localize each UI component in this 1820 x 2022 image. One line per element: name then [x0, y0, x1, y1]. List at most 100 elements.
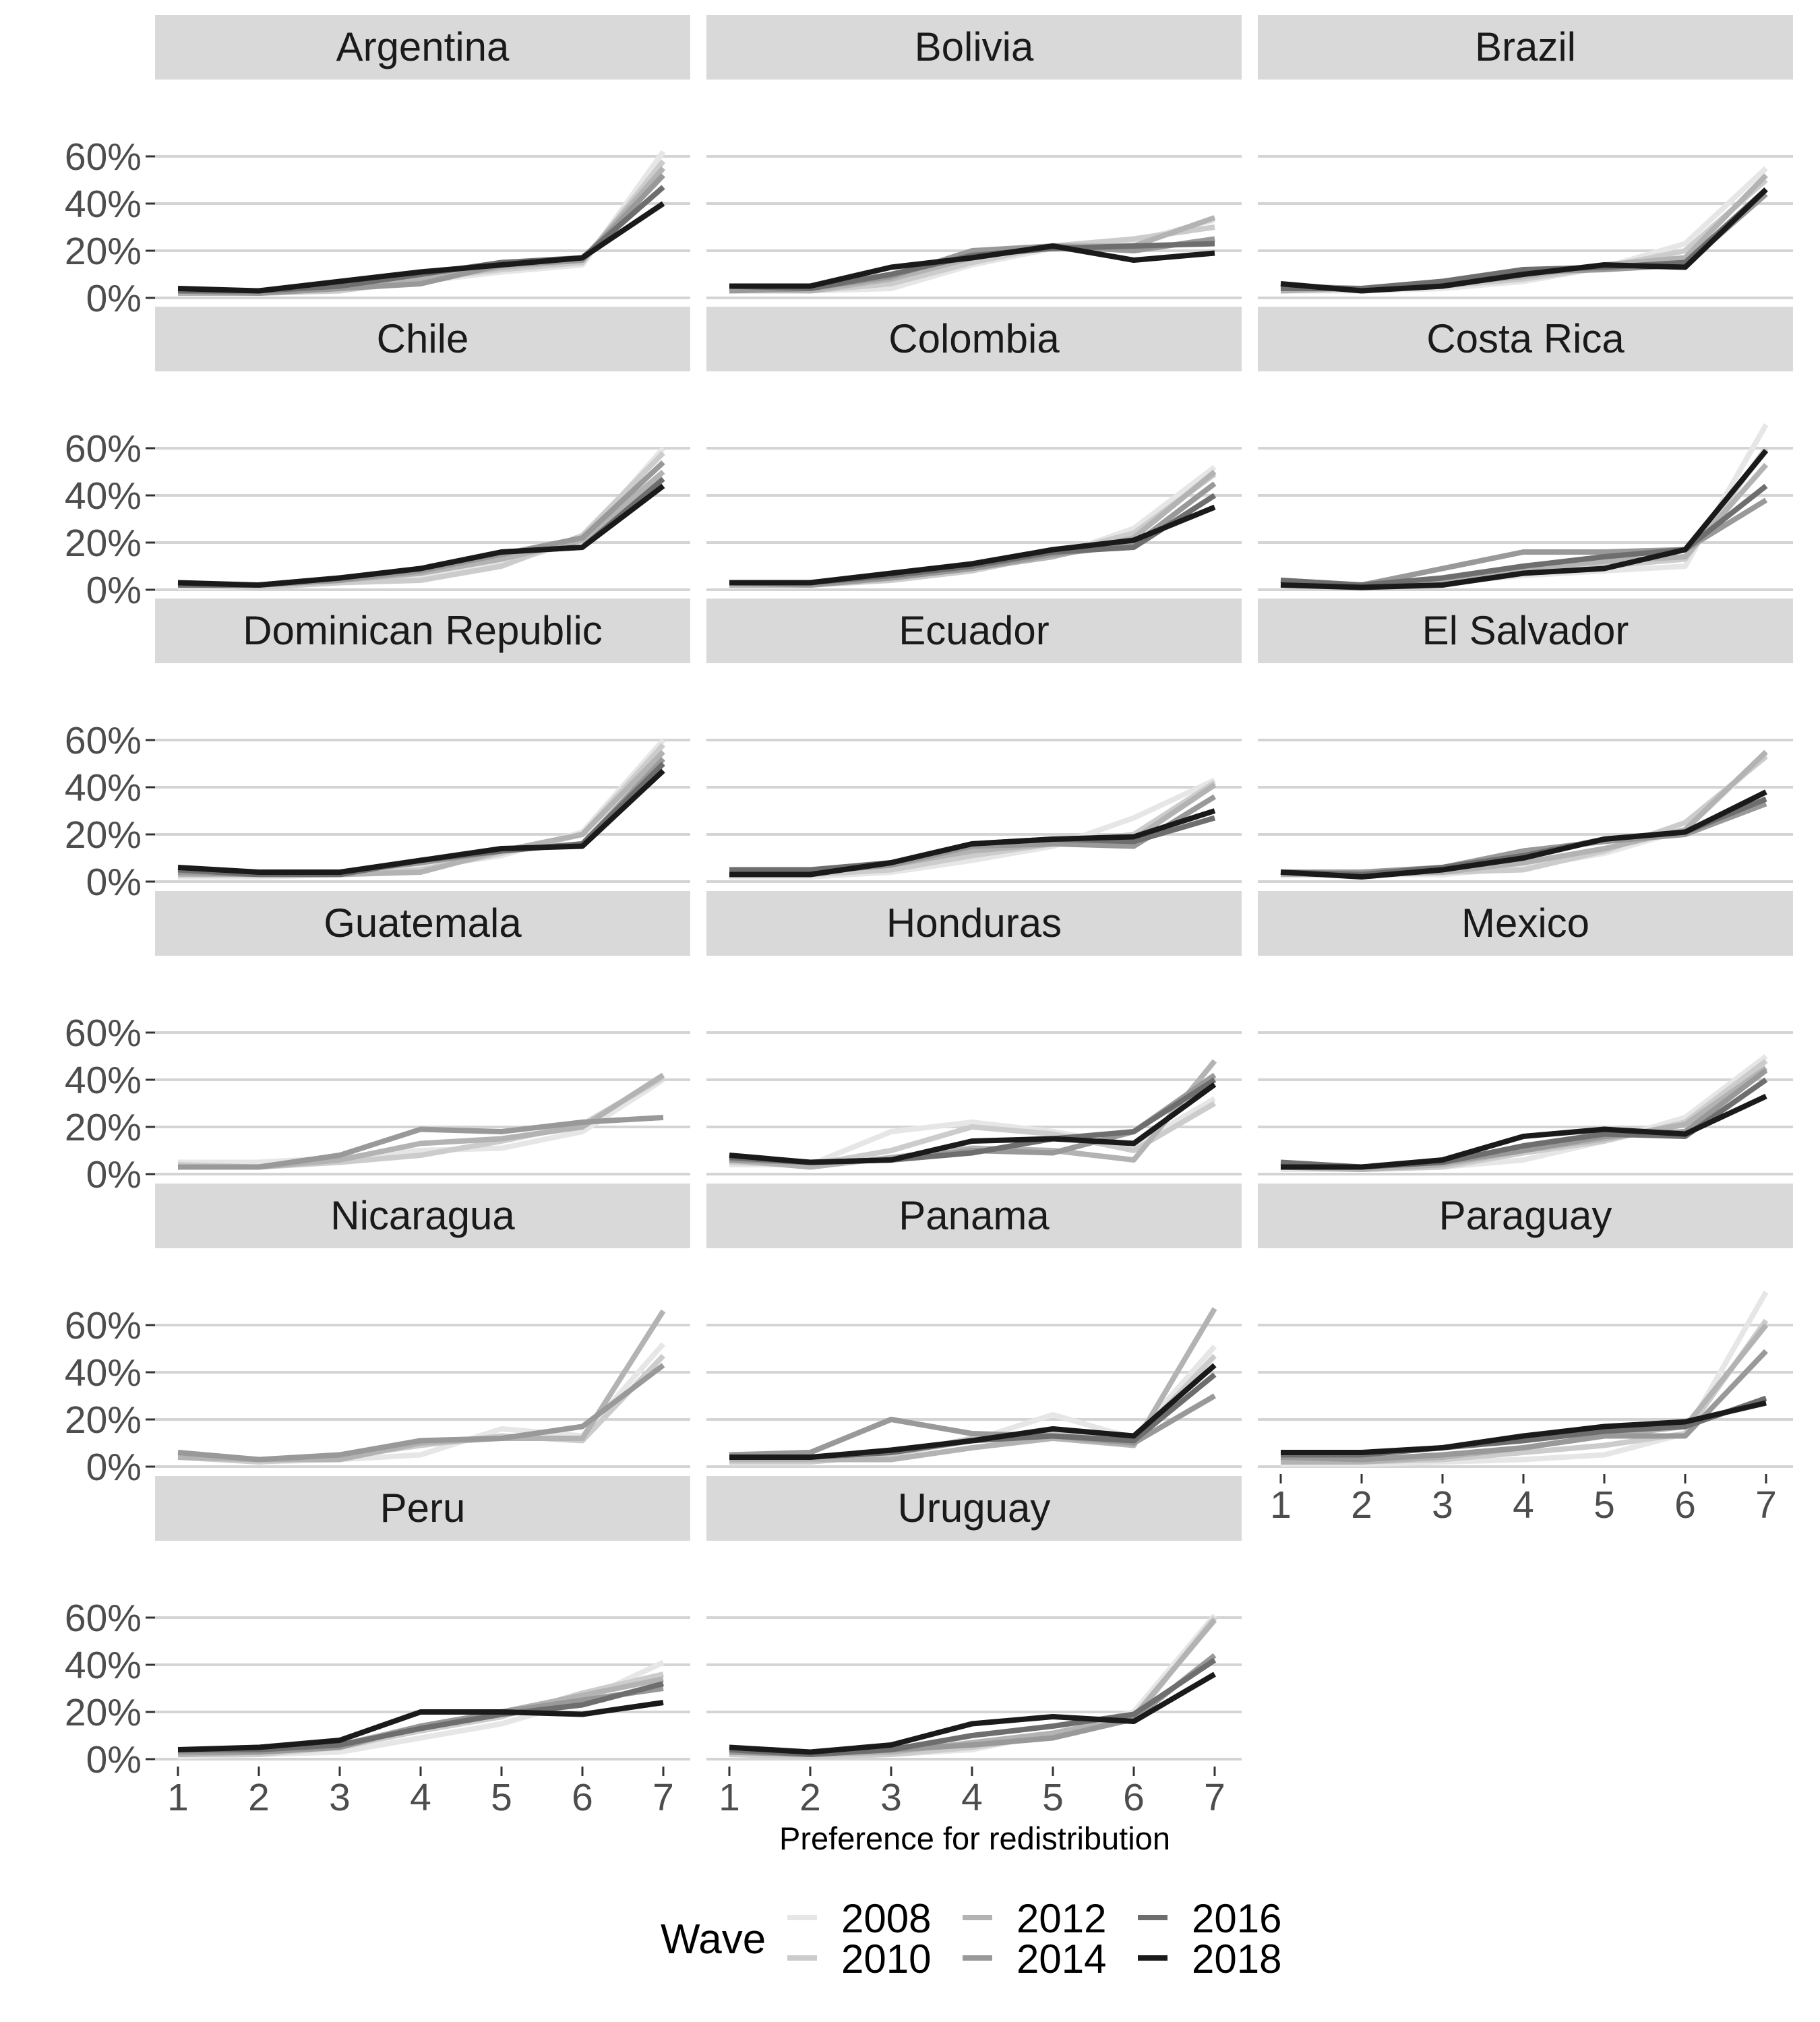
series-line-2018 — [729, 504, 1216, 586]
facet-panel: Bolivia — [706, 15, 1242, 299]
facet-panel: Honduras — [706, 891, 1242, 1175]
series-line-2018 — [729, 1363, 1217, 1460]
x-tick-label: 3 — [1432, 1483, 1453, 1527]
series-line-2018 — [177, 483, 665, 588]
series-line-2018 — [729, 808, 1216, 878]
y-tick-label: 20% — [65, 1106, 142, 1149]
x-tick-label: 4 — [1513, 1483, 1534, 1527]
y-tick-label: 40% — [65, 474, 142, 518]
facet-panel: Costa Rica — [1258, 307, 1793, 591]
y-tick-label: 40% — [65, 183, 142, 226]
facet-title: Brazil — [1475, 24, 1576, 69]
series-line-2018 — [1280, 187, 1768, 294]
y-tick-label: 40% — [65, 1644, 142, 1687]
series-line-2018 — [729, 1082, 1217, 1165]
y-tick-label: 20% — [65, 1691, 142, 1734]
x-tick-label: 7 — [1204, 1776, 1225, 1819]
series-line-2018 — [177, 768, 665, 875]
x-tick-label: 1 — [167, 1776, 189, 1819]
facet-panel: El Salvador — [1258, 599, 1793, 883]
y-tick-label: 60% — [65, 1304, 142, 1347]
x-axis-title: Preference for redistribution — [779, 1820, 1170, 1856]
series-line-2018 — [177, 201, 665, 294]
series-line-2008 — [178, 738, 666, 880]
series-line-2018 — [177, 1700, 664, 1752]
facet-panel: Panama — [706, 1184, 1242, 1468]
facet-title: Dominican Republic — [243, 608, 603, 653]
facet-title: Peru — [380, 1485, 466, 1531]
facet-panel: Chile 0%20%40%60% — [65, 307, 690, 612]
series-line-2010 — [178, 743, 665, 878]
series-line-2018 — [729, 1672, 1217, 1755]
y-tick-label: 0% — [86, 861, 142, 904]
y-tick-label: 20% — [65, 1399, 142, 1442]
x-tick-label: 6 — [572, 1776, 593, 1819]
facet-strip — [155, 15, 690, 80]
series-line-2012 — [177, 1309, 666, 1463]
facet-title: Costa Rica — [1426, 316, 1625, 361]
y-tick-label: 20% — [65, 522, 142, 565]
facet-strip — [1258, 1184, 1793, 1248]
legend-label: 2014 — [1017, 1936, 1106, 1982]
y-tick-label: 60% — [65, 719, 142, 762]
y-tick-label: 60% — [65, 135, 142, 179]
facet-strip — [706, 1476, 1242, 1541]
series-line-2018 — [1280, 789, 1767, 880]
facet-title: Paraguay — [1439, 1193, 1612, 1238]
x-tick-label: 2 — [1351, 1483, 1372, 1527]
facet-title: Uruguay — [898, 1485, 1051, 1531]
series-line-2018 — [729, 243, 1215, 289]
series-line-2018 — [1280, 448, 1769, 590]
facet-panel: Ecuador — [706, 599, 1242, 883]
facet-title: Nicaragua — [330, 1193, 515, 1238]
facet-panel: Brazil — [1258, 15, 1793, 299]
facet-strip — [706, 1184, 1242, 1248]
series-line-2016 — [729, 1372, 1217, 1460]
x-tick-label: 3 — [880, 1776, 902, 1819]
x-tick-label: 1 — [1270, 1483, 1292, 1527]
facet-panel: Colombia — [706, 307, 1242, 591]
facet-title: Guatemala — [324, 900, 522, 946]
legend-title: Wave — [661, 1916, 766, 1963]
y-tick-label: 0% — [86, 277, 142, 320]
x-tick-label: 5 — [491, 1776, 512, 1819]
y-tick-label: 20% — [65, 814, 142, 857]
x-tick-label: 3 — [329, 1776, 351, 1819]
legend-label: 2016 — [1192, 1896, 1281, 1941]
facet-title: Panama — [899, 1193, 1050, 1238]
x-tick-label: 7 — [1755, 1483, 1777, 1527]
legend-label: 2010 — [841, 1936, 931, 1982]
facet-title: Chile — [377, 316, 469, 361]
x-tick-label: 6 — [1123, 1776, 1145, 1819]
facet-strip — [1258, 599, 1793, 663]
legend-label: 2012 — [1017, 1896, 1106, 1941]
facet-panel: Dominican Republic 0%20% 40%60% — [65, 599, 690, 904]
facet-panel: Peru 0%20%40%60% 1 2 3 4 5 6 7 — [65, 1476, 690, 1819]
y-tick-label: 20% — [65, 230, 142, 273]
series-line-2014 — [178, 1115, 664, 1170]
facet-strip — [155, 307, 690, 371]
y-tick-label: 0% — [86, 1153, 142, 1196]
facet-title: Colombia — [888, 316, 1060, 361]
facet-strip — [706, 599, 1242, 663]
facet-strip — [155, 1476, 690, 1541]
series-line-2014 — [1280, 1349, 1768, 1463]
series-line-2014 — [177, 1363, 665, 1463]
series-line-2014 — [177, 757, 665, 878]
facet-panel: Uruguay 1 2 3 4 5 6 7 — [706, 1476, 1242, 1819]
series-line-2018 — [1281, 1400, 1767, 1455]
facet-strip — [706, 891, 1242, 956]
x-tick-label: 2 — [248, 1776, 270, 1819]
y-tick-label: 40% — [65, 766, 142, 809]
x-tick-label: 6 — [1674, 1483, 1696, 1527]
facet-title: Bolivia — [915, 24, 1034, 69]
y-tick-label: 40% — [65, 1351, 142, 1395]
y-tick-label: 60% — [65, 427, 142, 470]
x-tick-label: 5 — [1594, 1483, 1615, 1527]
legend-label: 2008 — [841, 1896, 931, 1941]
